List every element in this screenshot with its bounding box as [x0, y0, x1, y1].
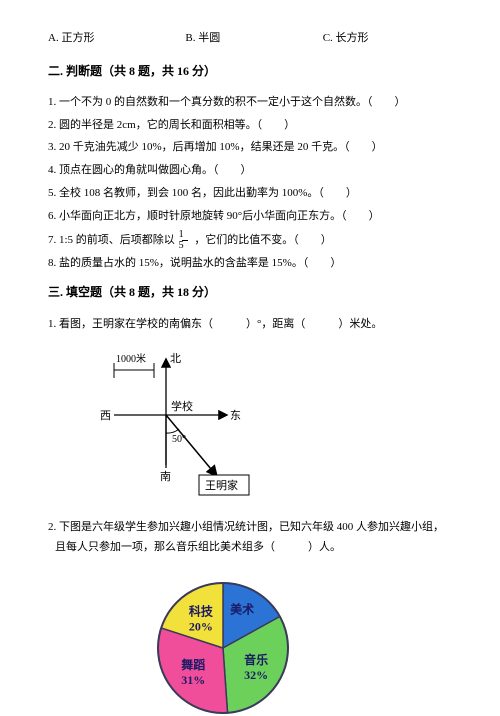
- pie-slice-label: 美术: [230, 601, 254, 616]
- compass-diagram: 北 南 东 西 学校 50° 1000米 王明家: [96, 350, 452, 500]
- west-label: 西: [100, 410, 111, 422]
- pie-svg: 美术音乐32% 舞蹈31% 科技20%: [148, 576, 298, 716]
- north-label: 北: [170, 352, 181, 365]
- east-label: 东: [230, 409, 241, 422]
- judge-item: 1. 一个不为 0 的自然数和一个真分数的积不一定小于这个自然数。（ ）: [55, 93, 452, 113]
- judge-item: 4. 顶点在圆心的角就叫做圆心角。（ ）: [55, 161, 452, 181]
- school-label: 学校: [171, 399, 193, 413]
- frac-num: 1: [182, 230, 188, 241]
- judge-7-pre: 7. 1:5 的前项、后项都除以: [48, 234, 175, 246]
- mc-options-row: A. 正方形 B. 半圆 C. 长方形: [48, 30, 452, 48]
- judge-item: 8. 盐的质量占水的 15%，说明盐水的含盐率是 15%。（ ）: [55, 254, 452, 274]
- pie-slice-pct: 20%: [189, 619, 213, 633]
- frac-den: 5: [182, 241, 188, 251]
- mc-option-a: A. 正方形: [48, 30, 185, 48]
- fill-item-1: 1. 看图，王明家在学校的南偏东（ ）°，距离（ ）米处。: [55, 315, 452, 335]
- judge-item: 3. 20 千克油先减少 10%，后再增加 10%，结果还是 20 千克。（ ）: [55, 138, 452, 158]
- pie-slice-pct: 32%: [244, 668, 268, 682]
- mc-option-b: B. 半圆: [185, 30, 322, 48]
- pie-slice-pct: 31%: [181, 673, 205, 687]
- pie-slice-label: 舞蹈: [180, 657, 205, 672]
- judge-7-post: ，它们的比值不变。（ ）: [194, 234, 332, 246]
- judge-item: 5. 全校 108 名教师，到会 100 名，因此出勤率为 100%。（ ）: [55, 184, 452, 204]
- name-label: 王明家: [205, 478, 238, 492]
- pie-slice-label: 科技: [189, 603, 214, 618]
- pie-slice-label: 音乐: [244, 652, 268, 667]
- judge-item: 2. 圆的半径是 2cm，它的周长和面积相等。（ ）: [55, 116, 452, 136]
- fill-item-2: 2. 下图是六年级学生参加兴趣小组情况统计图，已知六年级 400 人参加兴趣小组…: [55, 518, 452, 558]
- judge-item: 6. 小华面向正北方，顺时针原地旋转 90°后小华面向正东方。（ ）: [55, 207, 452, 227]
- fraction-icon: 1 5: [182, 230, 188, 251]
- section-3-title: 三. 填空题（共 8 题，共 18 分）: [48, 283, 452, 302]
- section-2-title: 二. 判断题（共 8 题，共 16 分）: [48, 62, 452, 81]
- judge-item-7: 7. 1:5 的前项、后项都除以 1 5 ，它们的比值不变。（ ）: [55, 230, 452, 251]
- angle-label: 50°: [172, 434, 186, 445]
- compass-svg: 北 南 东 西 学校 50° 1000米 王明家: [96, 350, 261, 500]
- south-label: 南: [160, 470, 171, 483]
- pie-chart: 美术音乐32% 舞蹈31% 科技20%: [148, 576, 452, 716]
- mc-option-c: C. 长方形: [323, 30, 452, 48]
- scale-label: 1000米: [116, 352, 146, 365]
